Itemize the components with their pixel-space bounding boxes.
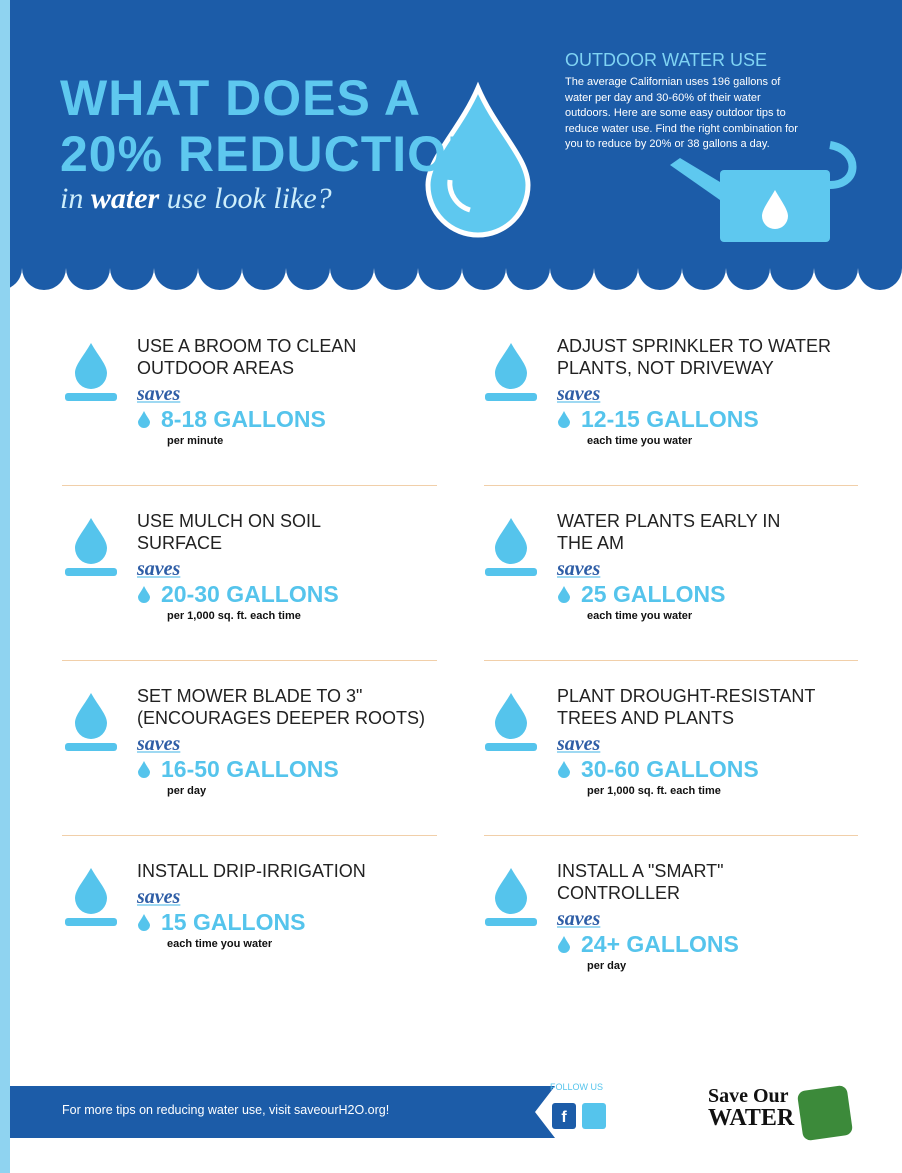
amount: 24+ GALLONS [557,931,739,958]
sidebar-body: The average Californian uses 196 gallons… [565,75,800,153]
saves-label: saves [557,383,831,406]
saves-label: saves [557,908,739,931]
tip-title: WATER PLANTS EARLY IN [557,510,780,532]
amount: 25 GALLONS [557,581,780,608]
tip-title: CONTROLLER [557,882,739,904]
tip: SET MOWER BLADE TO 3"(ENCOURAGES DEEPER … [137,685,425,797]
tip-title: SURFACE [137,532,339,554]
tip-icon [61,689,121,749]
tip-title: (ENCOURAGES DEEPER ROOTS) [137,707,425,729]
unit: per day [587,960,739,972]
logo[interactable]: Save Our WATER [708,1085,794,1129]
title-line: 20% REDUCTION [60,126,484,182]
separator [62,485,437,486]
facebook-icon[interactable]: f [552,1103,576,1129]
tip-title: USE A BROOM TO CLEAN [137,335,356,357]
tip-title: THE AM [557,532,780,554]
tip-title: USE MULCH ON SOIL [137,510,339,532]
tip-icon [481,864,541,924]
tip-title: INSTALL A "SMART" [557,860,739,882]
drop [557,935,571,953]
footer-text: For more tips on reducing water use, vis… [62,1103,389,1117]
subtitle-em: water [91,182,159,215]
infographic: WHAT DOES A 20% REDUCTION in water use l… [0,0,902,1173]
tip-title: OUTDOOR AREAS [137,357,356,379]
logo-art [797,1085,853,1141]
subtitle: in water use look like? [60,182,484,216]
drop [137,760,151,778]
drop [137,585,151,603]
unit: per minute [167,435,356,447]
tip-icon [61,514,121,574]
follow-label: FOLLOW US [550,1082,603,1092]
amount: 12-15 GALLONS [557,406,831,433]
logo-bottom: WATER [708,1107,794,1129]
amount-text: 15 GALLONS [161,909,305,935]
tip-title: PLANT DROUGHT-RESISTANT [557,685,815,707]
unit: each time you water [167,938,366,950]
saves-label: saves [137,733,425,756]
amount: 20-30 GALLONS [137,581,339,608]
subtitle-pre: in [60,182,83,215]
unit: each time you water [587,435,831,447]
separator [484,835,858,836]
tip-title: ADJUST SPRINKLER TO WATER [557,335,831,357]
saves-label: saves [137,886,366,909]
separator [484,485,858,486]
amount: 30-60 GALLONS [557,756,815,783]
drop [557,410,571,428]
saves-label: saves [557,558,780,581]
title-line: WHAT DOES A [60,70,484,126]
tip-icon [61,339,121,399]
subtitle-post: use look like? [167,182,332,215]
amount-text: 25 GALLONS [581,581,725,607]
drop [557,585,571,603]
amount-text: 16-50 GALLONS [161,756,339,782]
amount: 15 GALLONS [137,909,366,936]
tip-icon [481,339,541,399]
unit: per 1,000 sq. ft. each time [587,785,815,797]
title: WHAT DOES A 20% REDUCTION in water use l… [60,70,484,216]
unit: each time you water [587,610,780,622]
twitter-icon[interactable] [582,1103,606,1129]
amount-text: 30-60 GALLONS [581,756,759,782]
separator [62,835,437,836]
saves-label: saves [137,558,339,581]
tip-title: SET MOWER BLADE TO 3" [137,685,425,707]
tip-title: TREES AND PLANTS [557,707,815,729]
tip-icon [481,514,541,574]
drop [137,410,151,428]
drop [557,760,571,778]
logo-top: Save Our [708,1085,794,1107]
tip-title: PLANTS, NOT DRIVEWAY [557,357,831,379]
sidebar-heading: OUTDOOR WATER USE [565,50,767,71]
amount-text: 24+ GALLONS [581,931,739,957]
separator [484,660,858,661]
tip-title: INSTALL DRIP-IRRIGATION [137,860,366,882]
amount-text: 20-30 GALLONS [161,581,339,607]
amount-text: 12-15 GALLONS [581,406,759,432]
tip-icon [481,689,541,749]
amount-text: 8-18 GALLONS [161,406,326,432]
drop [137,913,151,931]
tip-icon [61,864,121,924]
amount: 8-18 GALLONS [137,406,356,433]
amount: 16-50 GALLONS [137,756,425,783]
unit: per 1,000 sq. ft. each time [167,610,339,622]
saves-label: saves [137,383,356,406]
left-border [0,0,10,1173]
unit: per day [167,785,425,797]
separator [62,660,437,661]
saves-label: saves [557,733,815,756]
